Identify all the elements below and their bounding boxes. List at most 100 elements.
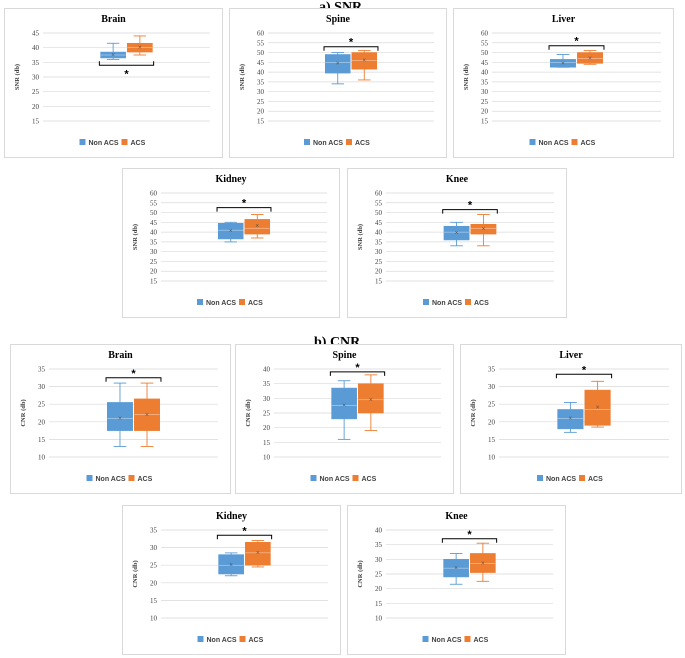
chart-title: Knee xyxy=(445,511,468,522)
significance-bracket xyxy=(216,534,273,540)
legend-non-acs-label: Non ACS xyxy=(539,140,569,147)
chart-title: Knee xyxy=(446,174,469,185)
legend-acs-label: ACS xyxy=(249,637,264,644)
y-tick-label: 40 xyxy=(263,366,271,374)
y-tick-label: 50 xyxy=(375,209,383,217)
y-tick-label: 35 xyxy=(481,78,489,86)
significance-bracket xyxy=(323,46,379,51)
acs-mean-marker: × xyxy=(481,560,485,568)
legend-non-acs-swatch xyxy=(423,299,429,305)
y-tick-label: 15 xyxy=(481,118,489,126)
y-tick-label: 45 xyxy=(375,219,383,227)
y-tick-label: 20 xyxy=(375,585,383,593)
chart-cnr-brain: Brain CNR (db) 10 15 20 25 30 35 × × * Non ACS ACS xyxy=(10,344,231,494)
significance-star: * xyxy=(582,364,587,376)
acs-mean-marker: × xyxy=(256,549,260,557)
significance-star: * xyxy=(242,198,247,210)
legend-non-acs-label: Non ACS xyxy=(89,140,119,147)
y-tick-label: 20 xyxy=(375,268,383,276)
non-acs-mean-marker: × xyxy=(561,59,565,67)
y-tick-label: 15 xyxy=(38,436,46,444)
y-tick-label: 35 xyxy=(257,78,265,86)
y-tick-label: 35 xyxy=(32,59,40,67)
y-tick-label: 25 xyxy=(375,571,383,579)
legend: Non ACS ACS xyxy=(86,475,153,483)
y-tick-label: 40 xyxy=(32,44,40,52)
y-tick-label: 40 xyxy=(150,229,158,237)
y-tick-label: 25 xyxy=(375,258,383,266)
y-tick-label: 25 xyxy=(481,98,489,106)
y-tick-label: 55 xyxy=(150,199,158,207)
y-tick-label: 20 xyxy=(488,418,496,426)
y-axis-label: SNR (db) xyxy=(239,64,246,90)
legend-non-acs-label: Non ACS xyxy=(432,637,462,644)
chart-title: Spine xyxy=(326,14,350,25)
legend-non-acs-label: Non ACS xyxy=(207,637,237,644)
y-tick-label: 25 xyxy=(32,88,40,96)
legend-acs-label: ACS xyxy=(362,476,377,483)
y-tick-label: 15 xyxy=(150,278,158,286)
y-tick-label: 45 xyxy=(257,59,265,67)
legend: Non ACS ACS xyxy=(423,299,489,307)
y-tick-label: 20 xyxy=(263,424,271,432)
non-acs-mean-marker: × xyxy=(342,402,346,410)
y-tick-label: 35 xyxy=(150,238,158,246)
acs-box xyxy=(577,52,603,64)
significance-bracket xyxy=(555,373,613,379)
y-tick-label: 15 xyxy=(32,118,40,126)
y-tick-label: 60 xyxy=(257,30,265,38)
y-tick-label: 10 xyxy=(263,454,271,462)
y-tick-label: 35 xyxy=(375,238,383,246)
legend-acs-label: ACS xyxy=(248,300,263,307)
y-tick-label: 10 xyxy=(38,454,46,462)
acs-box xyxy=(470,553,496,573)
legend-non-acs-swatch xyxy=(310,475,317,481)
legend-acs-label: ACS xyxy=(581,140,596,147)
non-acs-mean-marker: × xyxy=(118,414,122,422)
y-tick-label: 40 xyxy=(375,229,383,237)
y-tick-label: 20 xyxy=(257,108,265,116)
non-acs-mean-marker: × xyxy=(568,414,572,422)
legend: Non ACS ACS xyxy=(304,139,370,147)
y-tick-label: 25 xyxy=(488,401,496,409)
chart-svg: Kidney CNR (db) 10 15 20 25 30 35 × × * Non ACS ACS xyxy=(132,511,328,644)
legend: Non ACS ACS xyxy=(197,299,263,307)
y-tick-label: 55 xyxy=(257,39,265,47)
y-tick-label: 15 xyxy=(150,597,158,605)
y-tick-label: 40 xyxy=(375,527,383,535)
chart-snr-spine: Spine SNR (db) 15 20 25 30 35 40 45 50 55 60 × × * Non … xyxy=(229,8,447,158)
y-tick-label: 15 xyxy=(263,439,271,447)
legend-acs-swatch xyxy=(239,299,245,305)
non-acs-box xyxy=(443,225,470,241)
significance-bracket xyxy=(98,61,155,66)
significance-star: * xyxy=(124,68,129,80)
y-axis-label: SNR (db) xyxy=(463,64,470,90)
y-tick-label: 30 xyxy=(488,383,496,391)
y-tick-label: 35 xyxy=(38,366,46,374)
acs-mean-marker: × xyxy=(481,225,485,233)
chart-title: Brain xyxy=(108,350,133,361)
legend-non-acs-label: Non ACS xyxy=(546,476,576,483)
acs-mean-marker: × xyxy=(145,411,149,419)
legend-non-acs-swatch xyxy=(422,636,429,642)
significance-bracket xyxy=(105,377,162,382)
y-tick-label: 15 xyxy=(257,118,265,126)
y-tick-label: 50 xyxy=(150,209,158,217)
non-acs-box xyxy=(557,409,584,430)
legend-acs-label: ACS xyxy=(355,140,370,147)
y-tick-label: 30 xyxy=(38,383,46,391)
acs-box xyxy=(245,542,271,566)
legend-acs-swatch xyxy=(239,636,246,642)
legend: Non ACS ACS xyxy=(422,636,489,644)
y-tick-label: 60 xyxy=(375,190,383,198)
y-tick-label: 15 xyxy=(375,600,383,608)
legend-acs-swatch xyxy=(128,475,135,481)
non-acs-box xyxy=(324,54,351,74)
y-tick-label: 50 xyxy=(481,49,489,57)
chart-snr-liver: Liver SNR (db) 15 20 25 30 35 40 45 50 55 60 × × * Non … xyxy=(453,8,674,158)
y-tick-label: 20 xyxy=(32,103,40,111)
legend-acs-swatch xyxy=(121,139,128,145)
y-tick-label: 25 xyxy=(257,98,265,106)
